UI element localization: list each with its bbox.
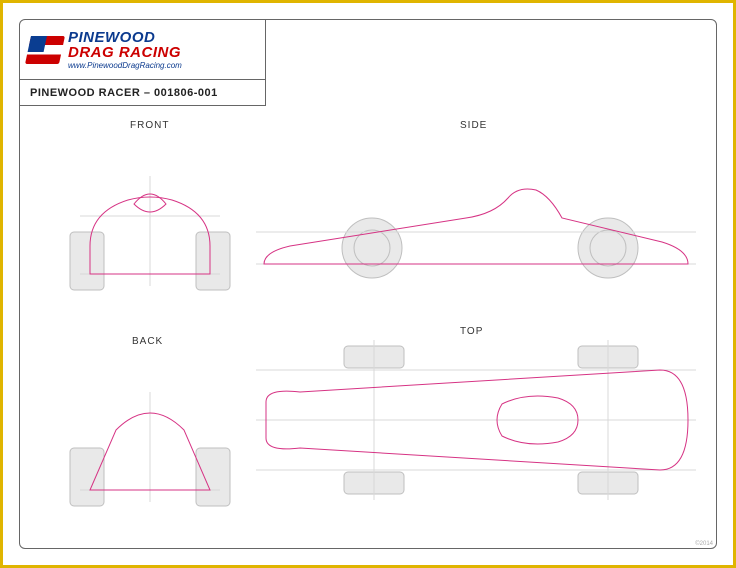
drawing-area: FRONT BACK SIDE TOP [20,106,716,548]
page-frame: PINEWOOD DRAG RACING www.PinewoodDragRac… [19,19,717,549]
logo-line2: DRAG RACING [68,45,182,60]
image-root: PINEWOOD DRAG RACING www.PinewoodDragRac… [0,0,736,568]
view-back [60,352,240,502]
view-front [60,136,240,286]
view-side [256,136,696,286]
wheel [196,232,230,290]
wheel [578,218,638,278]
wheel [70,448,104,506]
wheel [342,218,402,278]
fineprint: ©2014 [695,541,713,547]
wheel [70,232,104,290]
title-text: PINEWOOD RACER – 001806-001 [30,87,218,99]
logo-text: PINEWOOD DRAG RACING www.PinewoodDragRac… [68,30,182,70]
label-back: BACK [132,336,163,347]
title-box: PINEWOOD RACER – 001806-001 [20,80,266,106]
label-side: SIDE [460,120,487,131]
view-top [256,340,696,500]
logo-line1: PINEWOOD [68,30,182,45]
logo-url: www.PinewoodDragRacing.com [68,62,182,70]
label-top: TOP [460,326,483,337]
wheel [196,448,230,506]
flag-icon [25,36,65,64]
label-front: FRONT [130,120,169,131]
logo-box: PINEWOOD DRAG RACING www.PinewoodDragRac… [20,20,266,80]
